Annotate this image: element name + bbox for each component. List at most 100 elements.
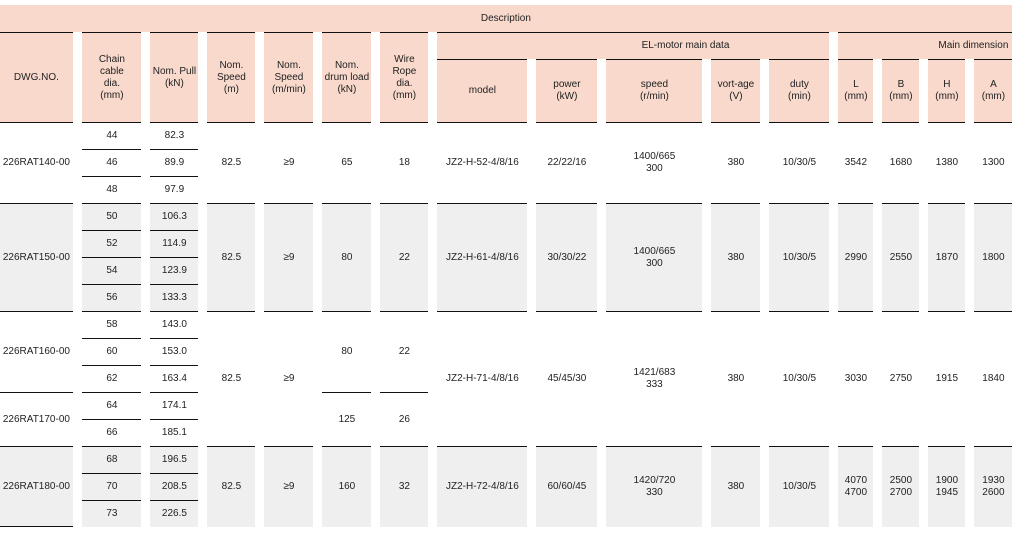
duty-cell: 10/30/5 — [769, 312, 830, 447]
voltage-cell: 380 — [711, 204, 761, 312]
nom-pull-cell: 226.5 — [150, 501, 199, 527]
motor-speed-cell: 1421/683 333 — [606, 312, 703, 447]
nom-pull-cell: 123.9 — [150, 258, 199, 285]
motor-speed-cell: 1400/665 300 — [606, 204, 703, 312]
col-chain-dia: Chain cable dia. (mm) — [82, 32, 142, 123]
chain-dia-cell: 54 — [82, 258, 142, 285]
chain-dia-cell: 64 — [82, 393, 142, 420]
H-cell: 1870 — [928, 204, 966, 312]
nom-pull-cell: 82.3 — [150, 123, 199, 150]
chain-dia-cell: 46 — [82, 150, 142, 177]
model-cell: JZ2-H-71-4/8/16 — [437, 312, 528, 447]
table-row: 60 153.0 — [0, 339, 1012, 366]
B-cell: 2750 — [882, 312, 920, 447]
table-row: 56 133.3 — [0, 285, 1012, 312]
table-body: 226RAT140-00 44 82.3 82.5 ≥9 65 18 JZ2-H-52-4/8… — [0, 123, 1013, 527]
B-cell: 2500 2700 — [882, 447, 920, 527]
A-cell: 1300 — [974, 123, 1013, 204]
table-row: 226RAT170-00 64 174.1 125 26 — [0, 393, 1012, 447]
chain-dia-cell: 56 — [82, 285, 142, 312]
wire-rope-cell: 22 — [380, 204, 429, 312]
wire-rope-cell: 26 — [380, 393, 429, 447]
drum-load-cell: 65 — [322, 123, 372, 204]
col-drum-load: Nom. drum load (kN) — [322, 32, 372, 123]
wire-rope-cell: 22 — [380, 312, 429, 393]
chain-dia-cell: 48 — [82, 177, 142, 204]
nom-pull-cell: 196.5 — [150, 447, 199, 474]
model-cell: JZ2-H-72-4/8/16 — [437, 447, 528, 527]
model-cell: JZ2-H-61-4/8/16 — [437, 204, 528, 312]
col-B: B (mm) — [882, 59, 920, 123]
H-cell: 1380 — [928, 123, 966, 204]
col-motor-speed: speed (r/min) — [606, 59, 703, 123]
nom-pull-cell: 153.0 — [150, 339, 199, 366]
drum-load-cell: 80 — [322, 204, 372, 312]
nom-pull-cell: 163.4 — [150, 366, 199, 393]
H-cell: 1915 — [928, 312, 966, 447]
nom-pull-cell: 185.1 — [150, 420, 199, 447]
nom-speed-m-cell: 82.5 — [207, 204, 256, 312]
col-wire-rope: Wire Rope dia. (mm) — [380, 32, 429, 123]
H-cell: 1900 1945 — [928, 447, 966, 527]
nom-speed-m-cell: 82.5 — [207, 447, 256, 527]
A-cell: 1800 — [974, 204, 1013, 312]
duty-cell: 10/30/5 — [769, 123, 830, 204]
col-voltage: vort-age (V) — [711, 59, 761, 123]
col-power: power (kW) — [536, 59, 598, 123]
power-cell: 60/60/45 — [536, 447, 598, 527]
table-row: 52 114.9 — [0, 231, 1012, 258]
table-row: 226RAT140-00 44 82.3 82.5 ≥9 65 18 JZ2-H-52-4/8… — [0, 123, 1013, 204]
table-row: 70 208.5 — [0, 474, 1012, 501]
col-nom-speed-mmin: Nom. Speed (m/min) — [264, 32, 314, 123]
chain-dia-cell: 50 — [82, 204, 142, 231]
drum-load-cell: 160 — [322, 447, 372, 527]
L-cell: 2990 — [838, 204, 874, 312]
spec-table-wrapper: Description DWG.NO. Chain cable dia. (mm… — [0, 5, 1021, 527]
wire-rope-cell: 18 — [380, 123, 429, 204]
voltage-cell: 380 — [711, 123, 761, 204]
nom-speed-mmin-cell: ≥9 — [264, 204, 314, 312]
power-cell: 22/22/16 — [536, 123, 598, 204]
table-row: 226RAT160-00 58 143.0 82.5 ≥9 80 22 JZ2-H-71-4/… — [0, 312, 1013, 447]
nom-pull-cell: 174.1 — [150, 393, 199, 420]
table-row: 73 226.5 — [0, 501, 1012, 527]
chain-dia-cell: 52 — [82, 231, 142, 258]
nom-pull-cell: 114.9 — [150, 231, 199, 258]
table-row: 62 163.4 — [0, 366, 1012, 393]
table-row: 48 97.9 — [0, 177, 1012, 204]
dwg-no-cell: 226RAT180-00 — [0, 447, 74, 527]
B-cell: 1680 — [882, 123, 920, 204]
voltage-cell: 380 — [711, 312, 761, 447]
duty-cell: 10/30/5 — [769, 447, 830, 527]
nom-pull-cell: 89.9 — [150, 150, 199, 177]
L-cell: 3030 — [838, 312, 874, 447]
nom-speed-m-cell: 82.5 — [207, 312, 256, 447]
table-row: 66 185.1 — [0, 420, 1012, 447]
L-cell: 4070 4700 — [838, 447, 874, 527]
col-A: A (mm) — [974, 59, 1013, 123]
table-row: 46 89.9 — [0, 150, 1012, 177]
model-cell: JZ2-H-52-4/8/16 — [437, 123, 528, 204]
col-H: H (mm) — [928, 59, 966, 123]
drum-load-cell: 125 — [322, 393, 372, 447]
chain-dia-cell: 58 — [82, 312, 142, 339]
table-row: 226RAT150-00 50 106.3 82.5 ≥9 80 22 JZ2-H-61-4/… — [0, 204, 1013, 312]
chain-dia-cell: 66 — [82, 420, 142, 447]
nom-pull-cell: 97.9 — [150, 177, 199, 204]
power-cell: 30/30/22 — [536, 204, 598, 312]
col-dwg-no: DWG.NO. — [0, 32, 74, 123]
dwg-no-cell: 226RAT160-00 — [0, 312, 74, 393]
dwg-no-cell: 226RAT150-00 — [0, 204, 74, 312]
nom-pull-cell: 143.0 — [150, 312, 199, 339]
nom-speed-mmin-cell: ≥9 — [264, 123, 314, 204]
voltage-cell: 380 — [711, 447, 761, 527]
drum-load-cell: 80 — [322, 312, 372, 393]
duty-cell: 10/30/5 — [769, 204, 830, 312]
col-model: model — [437, 59, 528, 123]
chain-dia-cell: 68 — [82, 447, 142, 474]
chain-dia-cell: 73 — [82, 501, 142, 527]
nom-speed-mmin-cell: ≥9 — [264, 447, 314, 527]
dwg-no-cell: 226RAT140-00 — [0, 123, 74, 204]
chain-dia-cell: 44 — [82, 123, 142, 150]
el-motor-group-header: EL-motor main data — [437, 32, 830, 59]
